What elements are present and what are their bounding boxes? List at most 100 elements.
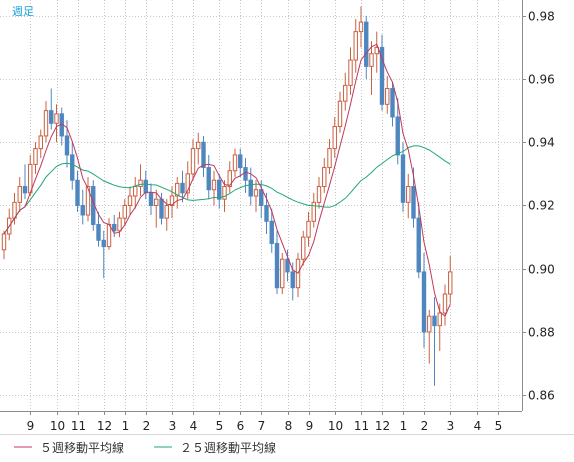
candle-body-up <box>332 125 337 150</box>
candle-body-down <box>248 179 253 197</box>
candle-body-down <box>243 167 248 181</box>
candle-body-up <box>437 312 442 327</box>
candle-body-down <box>49 110 54 124</box>
candle-body-down <box>143 179 148 194</box>
candle-body-down <box>101 239 106 248</box>
y-tick-label: 0.86 <box>528 389 555 403</box>
candle-body-up <box>369 53 374 67</box>
candles <box>1 6 453 386</box>
candle-body-up <box>253 189 259 197</box>
x-tick-label: 4 <box>190 419 198 433</box>
y-tick-label: 0.92 <box>528 199 555 213</box>
candle-body-up <box>17 186 22 203</box>
candle-body-up <box>106 223 112 248</box>
candle-body-down <box>390 88 395 118</box>
x-tick-label: 9 <box>306 419 314 433</box>
candle-body-up <box>232 154 238 172</box>
candle-body-down <box>416 217 421 273</box>
ma5-line <box>3 43 451 318</box>
x-tick-label: 2 <box>143 419 151 433</box>
candle-body-up <box>190 148 196 175</box>
period-label: 週足 <box>12 5 34 18</box>
x-tick-label: 12 <box>97 419 112 433</box>
x-tick-label: 5 <box>216 419 224 433</box>
candle-body-up <box>43 110 49 137</box>
legend-ma25-label: ２５週移動平均線 <box>180 440 276 455</box>
candle-body-down <box>285 258 290 273</box>
candle-body-down <box>112 223 117 232</box>
candle-body-down <box>395 116 400 156</box>
y-tick-label: 0.98 <box>528 10 555 24</box>
candle-body-up <box>306 220 311 238</box>
candle-body-up <box>175 182 180 197</box>
x-axis-ticks: 9 10 11 12 1 2 3 4 5 6 7 8 9 10 11 12 1 2 3 4 5 <box>27 411 503 433</box>
candle-body-up <box>385 88 390 105</box>
candle-body-down <box>201 141 206 169</box>
y-axis-ticks: 0.86 0.88 0.90 0.92 0.94 0.96 0.98 <box>522 10 555 403</box>
x-tick-label: 12 <box>375 419 390 433</box>
candle-body-up <box>196 141 201 150</box>
candle-body-up <box>442 293 448 314</box>
x-tick-label: 4 <box>474 419 482 433</box>
x-tick-label: 1 <box>400 419 408 433</box>
x-tick-label: 5 <box>495 419 503 433</box>
x-tick-label: 3 <box>169 419 177 433</box>
candle-body-up <box>311 201 316 222</box>
x-tick-label: 11 <box>354 419 369 433</box>
y-tick-label: 0.94 <box>528 136 555 150</box>
candle-body-down <box>96 223 101 241</box>
candle-body-up <box>54 113 59 124</box>
x-tick-label: 10 <box>50 419 65 433</box>
candle-body-down <box>259 189 264 206</box>
candle-body-down <box>180 182 185 194</box>
moving-average-lines <box>3 43 451 318</box>
candle-body-up <box>322 167 327 188</box>
x-tick-label: 6 <box>237 419 245 433</box>
x-tick-label: 11 <box>71 419 86 433</box>
candle-body-down <box>148 192 154 207</box>
x-tick-label: 1 <box>122 419 130 433</box>
candle-body-up <box>154 198 159 207</box>
candle-body-down <box>379 46 385 105</box>
candle-body-up <box>222 186 227 200</box>
candle-body-down <box>274 242 280 289</box>
candle-body-up <box>358 21 364 33</box>
y-tick-label: 0.90 <box>528 263 555 277</box>
candle-body-down <box>400 154 406 203</box>
candle-body-down <box>75 179 80 206</box>
candle-body-up <box>280 258 285 289</box>
candle-body-up <box>211 179 217 191</box>
candle-body-up <box>227 170 232 188</box>
candle-body-up <box>33 148 38 165</box>
candle-body-down <box>64 135 70 156</box>
candle-body-up <box>164 205 169 219</box>
legend: ５週移動平均線 ２５週移動平均線 <box>14 440 276 455</box>
candle-body-up <box>337 100 343 127</box>
candle-body-up <box>1 233 7 251</box>
candle-body-down <box>364 21 369 67</box>
candle-body-down <box>22 186 28 194</box>
candle-body-up <box>301 236 306 260</box>
candle-body-down <box>206 167 211 191</box>
candle-body-up <box>169 195 175 206</box>
candle-body-down <box>70 154 75 181</box>
x-tick-label: 7 <box>258 419 266 433</box>
candle-body-up <box>343 84 348 102</box>
candle-body-up <box>348 59 353 86</box>
candle-body-up <box>316 186 322 203</box>
ma25-line <box>3 145 451 235</box>
candle-body-down <box>290 271 295 289</box>
candle-body-down <box>269 220 274 244</box>
x-tick-label: 9 <box>27 419 35 433</box>
y-tick-label: 0.88 <box>528 326 555 340</box>
candle-body-up <box>185 173 190 194</box>
candle-body-up <box>85 186 91 216</box>
candle-body-up <box>427 315 432 333</box>
candle-body-down <box>411 186 416 219</box>
candle-body-down <box>159 198 164 219</box>
x-tick-label: 2 <box>421 419 429 433</box>
candle-body-up <box>122 205 127 219</box>
candle-body-up <box>133 186 138 197</box>
